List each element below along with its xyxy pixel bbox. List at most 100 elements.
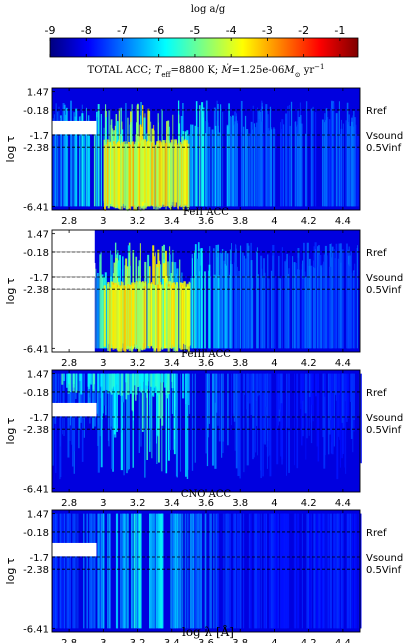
heatmap-streak [239, 245, 242, 349]
x-tick-label: 4.4 [335, 216, 351, 227]
heatmap-streak [132, 373, 134, 468]
heatmap-band [132, 373, 135, 395]
x-tick-label: 4 [271, 638, 277, 643]
heatmap-streak [217, 513, 220, 629]
heatmap-streak [161, 513, 163, 629]
heatmap-streak [227, 513, 229, 629]
heatmap-streak [294, 262, 296, 349]
heatmap-streak [60, 373, 62, 478]
heatmap-streak [287, 513, 290, 629]
heatmap-streak [280, 373, 283, 404]
x-tick-label: 3.2 [130, 358, 146, 369]
heatmap-streak [56, 513, 59, 629]
heatmap-streak [255, 127, 257, 207]
heatmap-streak [190, 125, 193, 207]
heatmap-streak [312, 106, 314, 207]
heatmap-streak [192, 513, 195, 629]
y-tick-label: -1.7 [29, 413, 49, 424]
heatmap-hot [127, 283, 129, 346]
heatmap-streak [75, 513, 77, 629]
heatmap-streak [172, 373, 174, 450]
heatmap-streak [151, 373, 154, 396]
heatmap-hot [148, 141, 151, 207]
heatmap-streak [86, 126, 88, 207]
ref-line-label: 0.5Vinf [366, 565, 402, 576]
heatmap-streak [304, 373, 307, 414]
heatmap-streak [136, 513, 138, 629]
heatmap-streak [331, 373, 334, 455]
heatmap-streak [338, 101, 341, 207]
heatmap-streak [338, 373, 340, 395]
y-axis-label: log τ [4, 417, 17, 444]
heatmap-streak [77, 513, 79, 629]
heatmap-hot [125, 144, 129, 210]
heatmap-streak [252, 105, 254, 207]
heatmap-streak [280, 122, 281, 207]
heatmap-cells [52, 373, 362, 480]
heatmap-streak [206, 120, 208, 207]
heatmap-streak [334, 373, 337, 395]
heatmap-streak [87, 133, 89, 207]
heatmap-streak [156, 373, 158, 464]
heatmap-streak [204, 513, 207, 629]
colorbar-label: log a/g [191, 4, 226, 15]
heatmap-band [100, 373, 103, 387]
heatmap-streak [235, 373, 238, 469]
heatmap-hot [182, 140, 184, 205]
heatmap-streak [323, 254, 326, 349]
heatmap-streak [308, 373, 311, 397]
heatmap-streak [214, 373, 216, 403]
heatmap-streak [278, 373, 279, 426]
heatmap-band [61, 373, 64, 385]
heatmap-streak [172, 114, 174, 207]
heatmap-streak [293, 373, 295, 466]
heatmap-streak [56, 132, 58, 207]
heatmap-streak [324, 122, 326, 207]
heatmap-streak [255, 513, 258, 629]
heatmap-streak [276, 373, 279, 465]
heatmap-hot [175, 284, 177, 350]
heatmap-streak [213, 513, 215, 629]
heatmap-streak [191, 258, 193, 349]
heatmap-streak [70, 124, 73, 207]
heatmap-band [103, 373, 106, 391]
panel-1: TOTAL ACC; Teff=8800 K; Ṁ=1.25e-06M⊙ yr−… [4, 63, 403, 227]
y-tick-label: -2.38 [23, 143, 49, 154]
heatmap-hot [186, 284, 189, 347]
x-tick-label: 4.2 [301, 358, 317, 369]
heatmap-streak [194, 250, 195, 349]
colorbar-tick-label: -1 [334, 24, 345, 37]
heatmap-streak [228, 103, 230, 207]
heatmap-streak [282, 513, 285, 629]
heatmap-hot [166, 282, 168, 346]
heatmap-streak [229, 274, 231, 349]
heatmap-hot [179, 144, 182, 206]
heatmap-gap [52, 402, 97, 417]
heatmap-streak [260, 111, 262, 207]
heatmap-streak [198, 513, 200, 629]
heatmap-streak [224, 513, 226, 629]
colorbar-tick-label: -8 [81, 24, 92, 37]
heatmap-band [97, 373, 100, 393]
heatmap-hot [154, 284, 157, 352]
heatmap-streak [255, 373, 257, 453]
ref-line-label: Rref [366, 388, 387, 399]
heatmap-streak [178, 513, 180, 629]
heatmap-streak [204, 271, 206, 349]
heatmap-band [112, 373, 115, 387]
y-tick-label: -0.18 [23, 106, 49, 117]
heatmap-streak [98, 373, 101, 437]
heatmap-hot [141, 281, 144, 344]
heatmap-streak [229, 116, 231, 207]
x-tick-label: 3.2 [130, 638, 146, 643]
heatmap-streak [301, 123, 303, 207]
heatmap-hot [138, 284, 141, 352]
heatmap-streak [159, 513, 162, 629]
heatmap-streak [54, 133, 57, 207]
heatmap-streak [207, 373, 210, 438]
heatmap-band [141, 373, 144, 390]
heatmap-streak [326, 255, 328, 349]
heatmap-streak [243, 513, 245, 629]
heatmap-streak [339, 133, 342, 207]
heatmap-streak [217, 513, 218, 629]
